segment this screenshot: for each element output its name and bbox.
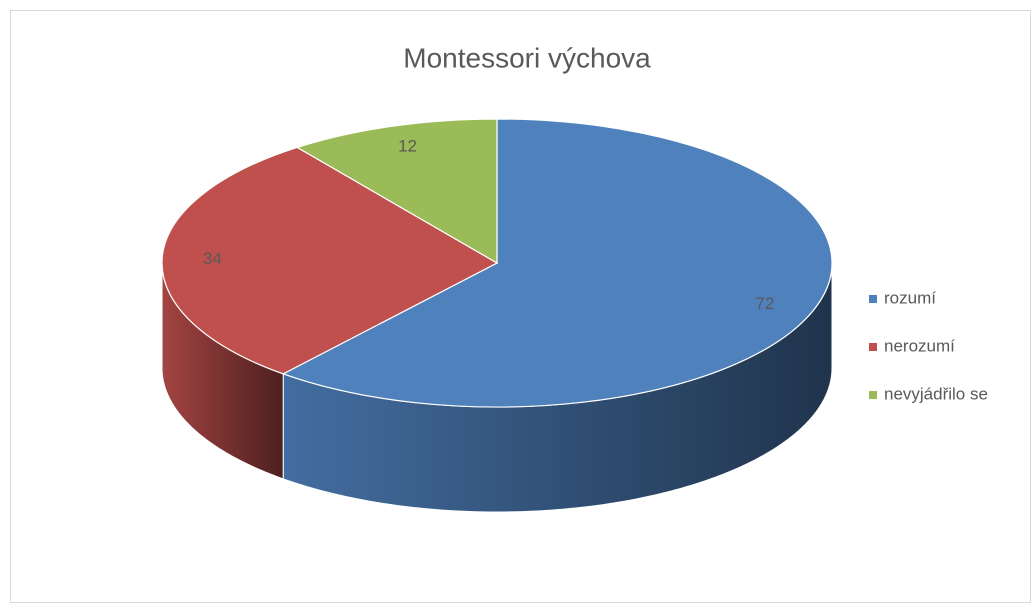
slice (281, 118, 833, 408)
data-label: 34 (203, 249, 222, 268)
legend-swatch (869, 391, 877, 399)
chart-title: Montessori výchova (403, 42, 651, 73)
data-label: 72 (755, 294, 774, 313)
legend-swatch (869, 343, 877, 351)
data-label: 12 (398, 136, 417, 155)
slice (161, 146, 499, 375)
legend-label: nevyjádřilo se (884, 384, 988, 403)
legend-label: nerozumí (884, 336, 955, 355)
legend-label: rozumí (884, 288, 936, 307)
slice (295, 118, 498, 265)
legend-swatch (869, 295, 877, 303)
